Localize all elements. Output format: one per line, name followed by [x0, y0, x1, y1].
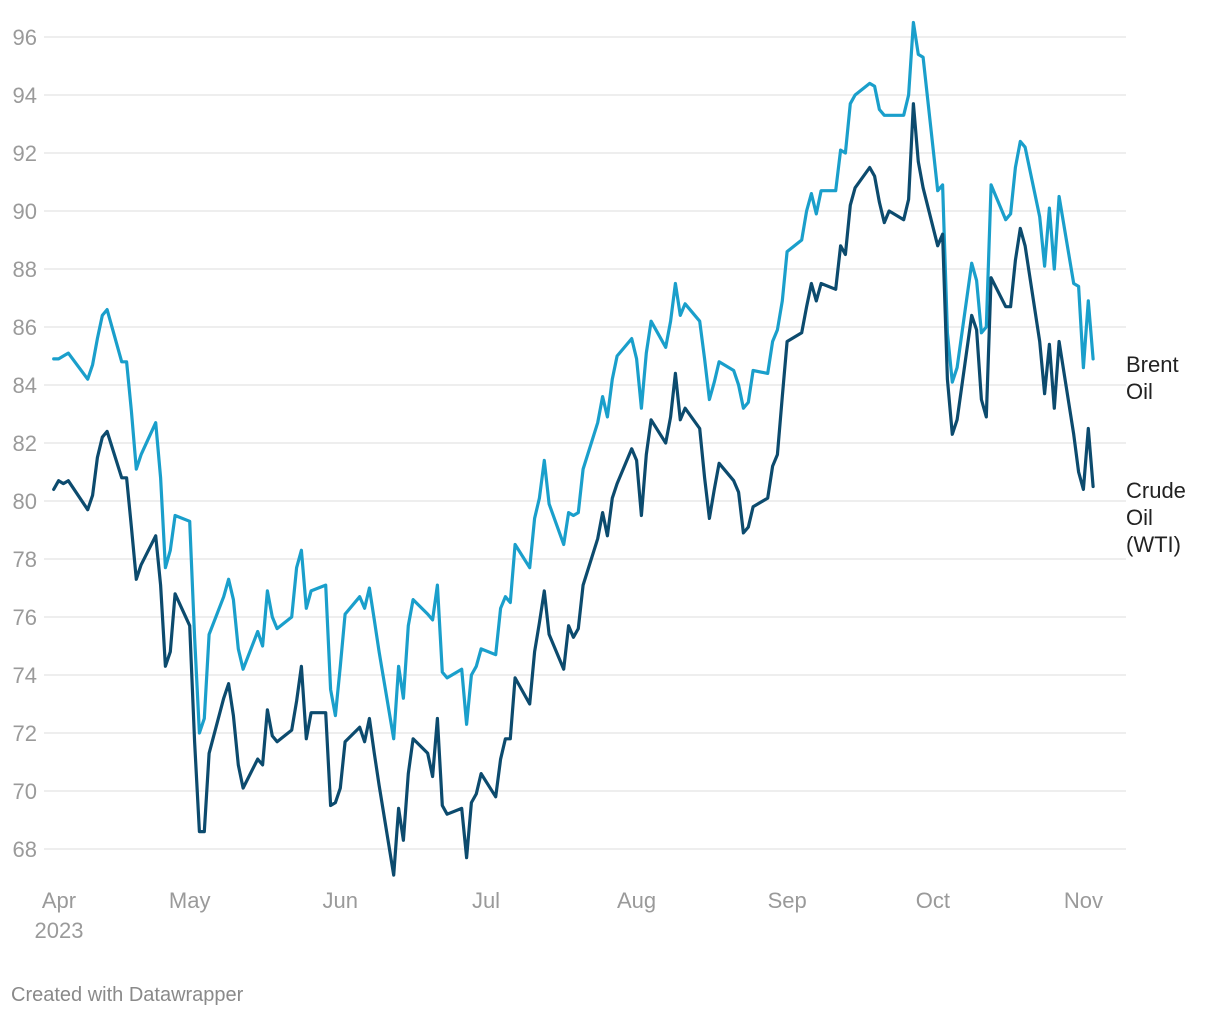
- series-label-0: Brent: [1126, 352, 1179, 377]
- y-tick-label: 76: [13, 605, 37, 630]
- series-label-0: Oil: [1126, 379, 1153, 404]
- series-label-1: (WTI): [1126, 532, 1181, 557]
- y-tick-label: 84: [13, 373, 37, 398]
- y-tick-label: 90: [13, 199, 37, 224]
- y-tick-label: 80: [13, 489, 37, 514]
- y-axis-ticks: 68 70 72 74 76 78 80 82 84 86 88 90 92 94 96: [13, 25, 37, 862]
- y-tick-label: 94: [13, 83, 37, 108]
- series-label-1: Oil: [1126, 505, 1153, 530]
- x-tick-label: Apr: [42, 888, 76, 913]
- y-tick-label: 92: [13, 141, 37, 166]
- x-tick-label: Jul: [472, 888, 500, 913]
- x-tick-sublabel: 2023: [35, 918, 84, 943]
- series-lines: [52, 20, 1095, 877]
- x-tick-label: May: [169, 888, 211, 913]
- y-tick-label: 96: [13, 25, 37, 50]
- series-label-1: Crude: [1126, 478, 1186, 503]
- series-line-1: [52, 102, 1095, 877]
- y-tick-label: 78: [13, 547, 37, 572]
- x-axis-ticks: Apr 2023 May Jun Jul Aug Sep Oct Nov: [35, 888, 1103, 943]
- y-tick-label: 70: [13, 779, 37, 804]
- x-tick-label: Sep: [768, 888, 807, 913]
- y-gridlines: [44, 36, 1126, 850]
- y-tick-label: 74: [13, 663, 37, 688]
- y-tick-label: 68: [13, 837, 37, 862]
- datawrapper-credit: Created with Datawrapper: [11, 984, 244, 1006]
- y-tick-label: 88: [13, 257, 37, 282]
- y-tick-label: 72: [13, 721, 37, 746]
- y-tick-label: 86: [13, 315, 37, 340]
- series-line-0: [52, 20, 1095, 741]
- x-tick-label: Jun: [323, 888, 358, 913]
- y-tick-label: 82: [13, 431, 37, 456]
- x-tick-label: Oct: [916, 888, 950, 913]
- x-tick-label: Nov: [1064, 888, 1103, 913]
- x-tick-label: Aug: [617, 888, 656, 913]
